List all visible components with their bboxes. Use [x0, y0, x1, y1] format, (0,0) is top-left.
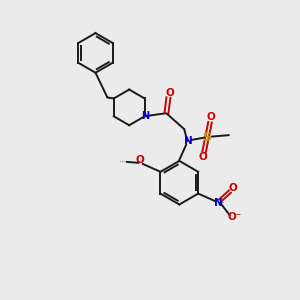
Text: O: O: [199, 152, 208, 162]
Text: N: N: [184, 136, 193, 146]
Text: O: O: [135, 155, 144, 165]
Text: N: N: [214, 197, 222, 208]
Text: O: O: [207, 112, 215, 122]
Text: +: +: [218, 200, 224, 205]
Text: O⁻: O⁻: [228, 212, 242, 222]
Text: O: O: [165, 88, 174, 98]
Text: N: N: [141, 111, 149, 121]
Text: CH₃: CH₃: [120, 161, 122, 162]
Text: O: O: [229, 183, 237, 193]
Text: methoxy: methoxy: [122, 160, 128, 161]
Text: S: S: [202, 130, 211, 144]
